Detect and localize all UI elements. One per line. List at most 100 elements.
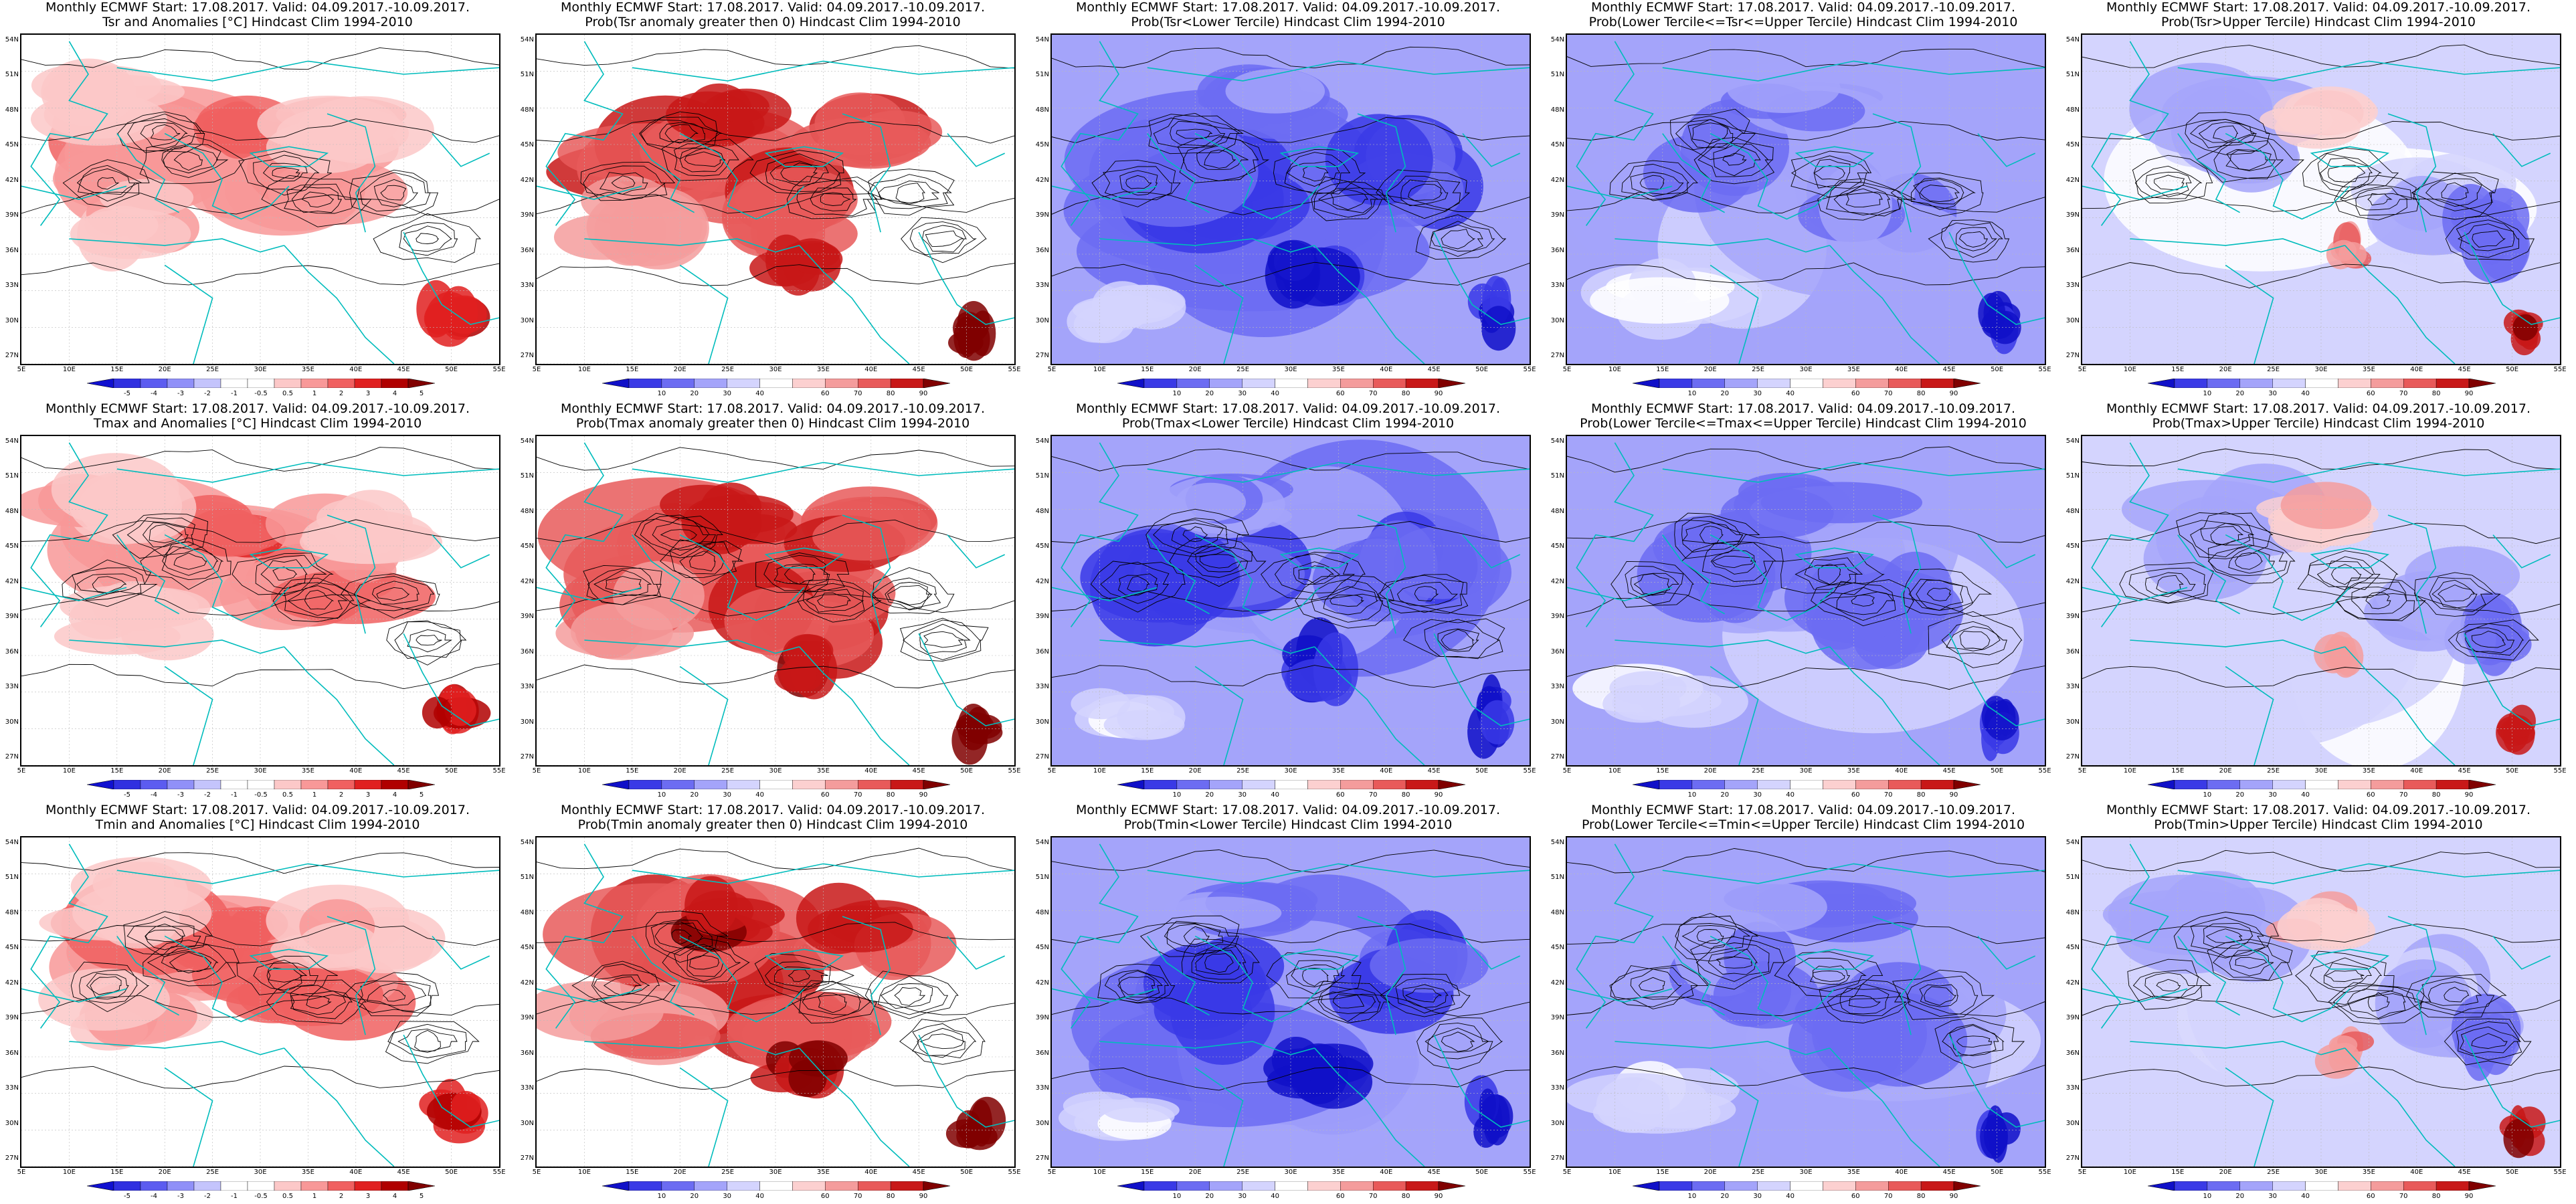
colorbar-segment [1823, 780, 1856, 789]
colorbar-tick-label: -4 [151, 791, 157, 799]
latitude-label: 54N [1035, 36, 1049, 43]
colorbar-segment [2371, 1181, 2404, 1191]
contour-line [817, 592, 851, 608]
colorbar-tick-label: 80 [1401, 1193, 1410, 1200]
contour-line [583, 565, 662, 605]
coastline [2091, 843, 2169, 1029]
coastline [2091, 442, 2169, 627]
colorbar-arrow-low [1633, 780, 1660, 789]
coastline [632, 534, 695, 615]
field-shading [788, 1060, 827, 1098]
coastline [1147, 60, 1530, 82]
longitude-label: 55E [2553, 767, 2567, 775]
contour-line [2412, 171, 2499, 220]
longitude-label: 45E [2458, 366, 2471, 373]
map-panel: Monthly ECMWF Start: 17.08.2017. Valid: … [515, 0, 1030, 401]
longitude-label: 35E [1847, 1169, 1860, 1176]
colorbar-tick-label: 40 [2301, 791, 2310, 799]
colorbar-segment [1307, 1181, 1341, 1191]
latitude-label: 54N [520, 839, 534, 846]
map-field-svg [537, 436, 1014, 765]
map-area [20, 435, 500, 767]
colorbar [87, 780, 435, 789]
colorbar-segment [1307, 379, 1341, 388]
colorbar-tick-label: 70 [1368, 390, 1378, 397]
contour-line [774, 967, 828, 987]
longitude-label: 50E [2506, 366, 2519, 373]
longitude-label: 20E [1188, 767, 1202, 775]
coastline [1829, 646, 1940, 765]
colorbar-arrow-low [602, 780, 630, 789]
colorbar-segment [858, 780, 891, 789]
latitude-label: 39N [1550, 613, 1564, 621]
longitude-label: 5E [1047, 1169, 1056, 1176]
colorbar-tick-label: 70 [853, 791, 862, 799]
contour-line [810, 187, 857, 211]
contour-line [1302, 166, 1329, 182]
colorbar-tick-label: 60 [1851, 1193, 1860, 1200]
contour-line [1100, 561, 1170, 604]
latitude-label: 48N [520, 106, 534, 114]
longitude-label: 30E [254, 767, 267, 775]
contour-line [1378, 575, 1469, 614]
colorbar-segment [628, 780, 662, 789]
contour-line [97, 177, 120, 190]
colorbar-segment [1275, 379, 1308, 388]
field-shading [54, 618, 181, 655]
contour-line [2471, 631, 2506, 648]
colorbar-tick-label: 90 [1434, 791, 1443, 799]
coastline [1433, 1034, 1530, 1128]
contour-line [150, 124, 181, 140]
longitude-label: 50E [1991, 1169, 2004, 1176]
longitude-label: 55E [2038, 366, 2051, 373]
colorbar-segment [628, 379, 662, 388]
colorbar-tick-label: 20 [1720, 390, 1730, 397]
coastline [21, 988, 127, 1003]
colorbar-tick-label: 20 [690, 1193, 699, 1200]
contour-line [1183, 926, 1210, 945]
contour-line [755, 553, 850, 593]
panel-title: Monthly ECMWF Start: 17.08.2017. Valid: … [515, 0, 1030, 29]
map-panel: Monthly ECMWF Start: 17.08.2017. Valid: … [2061, 803, 2576, 1204]
colorbar-segment [727, 1181, 760, 1191]
colorbar-tick-label: 0.5 [282, 390, 293, 397]
colorbar-tick-label: 30 [1238, 791, 1247, 799]
contour-line [587, 567, 662, 605]
colorbar-arrow-high [923, 1181, 950, 1191]
colorbar-segment [759, 780, 793, 789]
colorbar-segment [2174, 1181, 2208, 1191]
colorbar-segment [1855, 379, 1889, 388]
longitude-label: 50E [960, 767, 974, 775]
colorbar-segment [1307, 780, 1341, 789]
colorbar-tick-label: 40 [755, 791, 764, 799]
coastline [1576, 442, 1654, 627]
contour-line [798, 981, 872, 1019]
colorbar [87, 379, 435, 388]
panel-title: Monthly ECMWF Start: 17.08.2017. Valid: … [2061, 0, 2576, 29]
longitude-label: 50E [445, 366, 458, 373]
colorbar-segment [193, 1181, 221, 1191]
colorbar-tick-label: 80 [886, 1193, 895, 1200]
colorbar [602, 379, 950, 388]
coastline [764, 948, 844, 970]
longitude-label: 15E [2171, 767, 2185, 775]
latitude-label: 39N [1035, 211, 1049, 219]
colorbar [1633, 1181, 1981, 1191]
map-area [1566, 33, 2046, 365]
contour-line [2297, 550, 2399, 598]
contour-line [1196, 145, 1249, 171]
colorbar-tick-label: 40 [2301, 1193, 2310, 1200]
latitude-label: 45N [1035, 944, 1049, 952]
coastline [2082, 185, 2188, 200]
coastline [1948, 231, 2045, 325]
colorbar-arrow-high [1438, 379, 1465, 388]
map-panel: Monthly ECMWF Start: 17.08.2017. Valid: … [1030, 401, 1546, 803]
contour-line [2437, 585, 2475, 602]
contour-line [537, 119, 1014, 144]
contour-line [1408, 183, 1443, 201]
colorbar-tick-label: 80 [886, 390, 895, 397]
longitude-label: 10E [2123, 1169, 2136, 1176]
longitude-label: 10E [577, 767, 591, 775]
coastline [1194, 264, 1244, 364]
contour-line [353, 575, 435, 611]
